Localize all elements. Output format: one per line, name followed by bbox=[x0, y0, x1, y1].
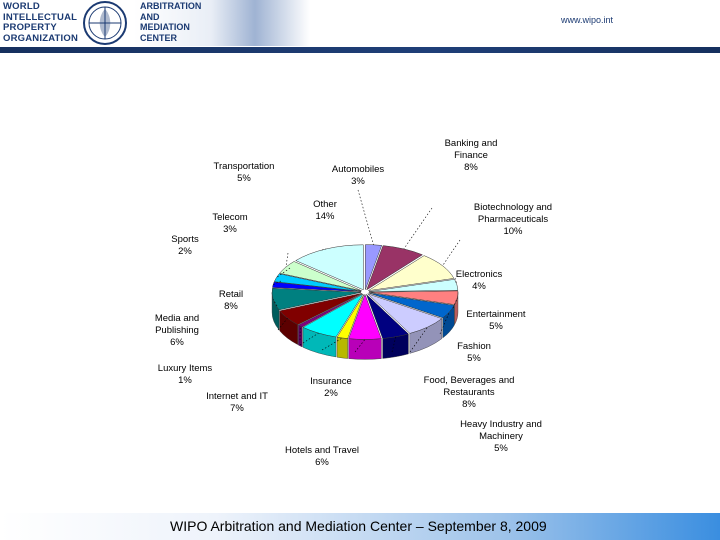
pie-slice bbox=[297, 293, 363, 328]
center-line: MEDIATION bbox=[140, 22, 190, 32]
footer-text: WIPO Arbitration and Mediation Center – … bbox=[170, 518, 547, 534]
slice-percent-label: 1% bbox=[178, 375, 192, 386]
pie-slice bbox=[367, 293, 443, 334]
leader-line bbox=[276, 267, 291, 278]
leader-line bbox=[285, 252, 289, 268]
slice-percent-label: 3% bbox=[351, 176, 365, 187]
leader-line bbox=[454, 277, 458, 285]
slice-label: Retail bbox=[219, 289, 243, 300]
slice-label: Machinery bbox=[479, 431, 523, 442]
leader-line bbox=[391, 336, 397, 353]
slice-label: Finance bbox=[454, 150, 488, 161]
leader-line bbox=[409, 326, 428, 353]
leader-line bbox=[272, 280, 282, 286]
slice-label: Sports bbox=[171, 234, 199, 245]
slice-label: Telecom bbox=[212, 212, 247, 223]
leader-line bbox=[354, 339, 366, 353]
pie-slice-side bbox=[336, 336, 348, 359]
wipo-logo-text: WORLD INTELLECTUAL PROPERTY ORGANIZATION bbox=[3, 1, 79, 44]
wipo-emblem-icon bbox=[83, 1, 127, 45]
slice-label: Media and bbox=[155, 313, 199, 324]
slice-percent-label: 6% bbox=[170, 337, 184, 348]
slice-label: Pharmaceuticals bbox=[478, 214, 548, 225]
slice-label: Heavy Industry and bbox=[460, 419, 542, 430]
slice-label: Insurance bbox=[310, 376, 352, 387]
leader-line bbox=[321, 248, 327, 251]
slice-label: Restaurants bbox=[443, 387, 494, 398]
center-line: CENTER bbox=[140, 32, 178, 43]
slice-label: Electronics bbox=[456, 269, 503, 280]
slice-percent-label: 3% bbox=[223, 224, 237, 235]
leader-line bbox=[357, 189, 374, 245]
pie-slice bbox=[273, 273, 362, 292]
pie-slice-side bbox=[348, 338, 382, 360]
leader-line bbox=[277, 317, 288, 331]
org-line: WORLD bbox=[3, 1, 40, 12]
leader-line bbox=[321, 337, 343, 351]
pie-slice bbox=[302, 293, 364, 338]
pie-slice bbox=[366, 294, 409, 339]
slice-label: Internet and IT bbox=[206, 391, 268, 402]
slice-label: Publishing bbox=[155, 325, 199, 336]
slice-percent-label: 5% bbox=[489, 321, 503, 332]
footer-bar bbox=[0, 513, 720, 540]
slice-label: Fashion bbox=[457, 341, 491, 352]
pie-slice bbox=[368, 292, 455, 319]
leader-line bbox=[403, 207, 433, 250]
pie-slice bbox=[272, 281, 362, 292]
slice-percent-label: 14% bbox=[315, 211, 335, 222]
slice-label: Luxury Items bbox=[158, 363, 213, 374]
leader-line bbox=[439, 311, 450, 335]
leader-line bbox=[442, 239, 461, 266]
pie-slice bbox=[336, 294, 365, 339]
url-link[interactable]: www.wipo.int bbox=[561, 15, 614, 25]
header-rule bbox=[0, 47, 720, 53]
slice-percent-label: 5% bbox=[494, 443, 508, 454]
pie-slice bbox=[368, 279, 459, 292]
slice-percent-label: 5% bbox=[237, 173, 251, 184]
leader-line bbox=[272, 299, 278, 307]
center-line: ARBITRATION bbox=[140, 1, 202, 11]
slice-label: Entertainment bbox=[466, 309, 526, 320]
slice-label: Transportation bbox=[214, 161, 275, 172]
pie-slice bbox=[348, 293, 382, 340]
slice-percent-label: 8% bbox=[462, 399, 476, 410]
org-line: ORGANIZATION bbox=[3, 32, 79, 44]
slice-percent-label: 4% bbox=[472, 281, 486, 292]
pie-slice bbox=[279, 261, 362, 291]
slice-percent-label: 5% bbox=[467, 353, 481, 364]
slice-percent-label: 10% bbox=[503, 226, 523, 237]
slice-label: Food, Beverages and bbox=[424, 375, 515, 386]
center-logo-text: ARBITRATION AND MEDIATION CENTER bbox=[140, 1, 201, 43]
slice-percent-label: 8% bbox=[464, 162, 478, 173]
slice-percent-label: 8% bbox=[224, 301, 238, 312]
pie-slice bbox=[279, 293, 362, 325]
slice-percent-label: 2% bbox=[178, 246, 192, 257]
slice-percent-label: 7% bbox=[230, 403, 244, 414]
slice-percent-label: 2% bbox=[324, 388, 338, 399]
slice-label: Other bbox=[313, 199, 337, 210]
org-line: INTELLECTUAL bbox=[3, 11, 78, 23]
header-banner bbox=[134, 0, 354, 46]
pie-slice bbox=[368, 255, 455, 291]
slice-label: Biotechnology and bbox=[474, 202, 552, 213]
slice-label: Banking and bbox=[445, 138, 498, 149]
slice-percent-label: 6% bbox=[315, 457, 329, 468]
center-line: AND bbox=[140, 11, 160, 22]
slice-label: Automobiles bbox=[332, 164, 385, 175]
leader-line bbox=[299, 332, 319, 346]
org-line: PROPERTY bbox=[3, 22, 57, 33]
slice-label: Hotels and Travel bbox=[285, 445, 359, 456]
